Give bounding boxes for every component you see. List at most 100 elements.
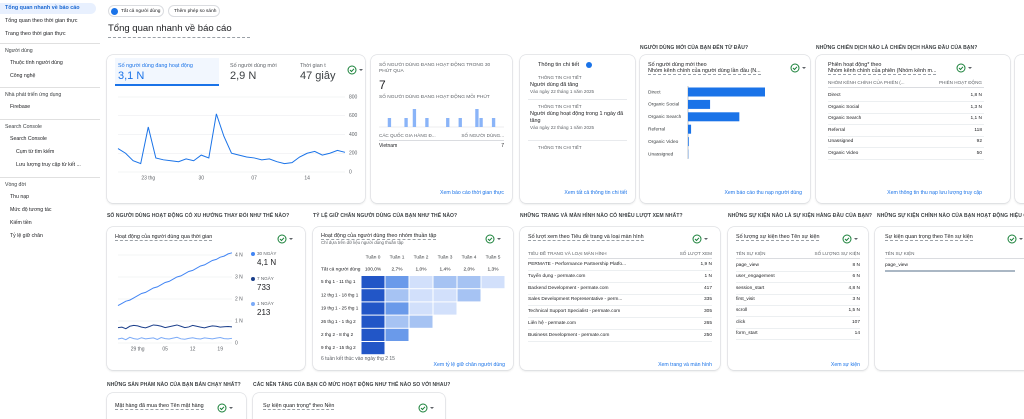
card-link[interactable]: Xem báo cáo thu nạp người dùng xyxy=(724,190,802,196)
legend-value: 4,1 N xyxy=(257,258,276,267)
nav-section[interactable]: Vòng đời xyxy=(5,182,26,188)
nav-item[interactable]: Mức độ tương tác xyxy=(10,207,52,213)
table-cell: 2,7% xyxy=(392,266,404,272)
nav-item[interactable]: Search Console xyxy=(10,136,47,142)
insights-badge xyxy=(586,62,592,68)
cohort-cell xyxy=(361,302,385,315)
status-icon xyxy=(842,234,852,244)
column-header: TÊN SỰ KIỆN xyxy=(885,251,915,256)
nav-item[interactable]: Trang theo thời gian thực xyxy=(5,31,66,37)
divider xyxy=(528,305,712,307)
cohort-cell xyxy=(457,289,481,302)
insight-title[interactable]: Người dùng đã tăng xyxy=(530,82,579,88)
table-cell: 4,8 N xyxy=(848,285,860,291)
nav-item[interactable]: Thu nạp xyxy=(10,194,30,200)
table-cell: Unassigned xyxy=(828,139,854,145)
column-header: SỐ LƯỢNG SỰ KIỆN xyxy=(814,251,860,256)
y-tick-label: 3 N xyxy=(235,274,243,280)
table-cell: 335 xyxy=(703,297,712,303)
nav-item[interactable]: Lưu lượng truy cập từ kết ... xyxy=(16,162,81,168)
nav-item[interactable]: Firebase xyxy=(10,104,31,110)
legend-value: 213 xyxy=(257,308,271,317)
status-check xyxy=(694,237,700,242)
table-cell: Sales Development Representative - perm.… xyxy=(528,297,623,303)
table-cell: Backend Development - permate.com xyxy=(528,285,609,291)
divider xyxy=(528,329,712,330)
divider xyxy=(736,271,860,272)
bar xyxy=(425,118,429,127)
card-link[interactable]: Xem sự kiện xyxy=(830,362,860,368)
nav-item[interactable]: Thuộc tính người dùng xyxy=(10,60,63,66)
chart: Direct Organic Social Organic Search Referr… xyxy=(648,86,765,159)
card-link[interactable]: Xem trang và màn hình xyxy=(658,362,712,368)
sidebar: Tổng quan nhanh về báo cáo Tổng quan theo… xyxy=(0,0,100,419)
nav-divider xyxy=(0,87,100,88)
table-cell: session_start xyxy=(736,285,765,291)
divider xyxy=(528,281,712,283)
divider xyxy=(736,282,860,284)
insight-label: THÔNG TIN CHI TIẾT xyxy=(538,104,582,109)
card-title: Số người dùng mới theo xyxy=(648,62,707,68)
section-heading: NHỮNG TRANG VÀ MÀN HÌNH NÀO CÓ NHIỀU LƯỢ… xyxy=(520,213,683,219)
nav-section[interactable]: Search Console xyxy=(5,124,42,130)
events-card: Số lượng sự kiện theo Tên sự kiện TÊN SỰ … xyxy=(728,227,868,370)
dropdown-arrow xyxy=(802,67,806,69)
segment-icon xyxy=(111,8,118,15)
column-header: SỐ LƯỢT XEM xyxy=(679,251,712,256)
section-heading: CÁC NỀN TẢNG CỦA BẠN CÓ MỨC HOẠT ĐỘNG NH… xyxy=(253,382,451,388)
nav-item[interactable]: Tổng quan nhanh về báo cáo xyxy=(0,3,96,14)
divider xyxy=(828,87,984,88)
column-header: TÊN SỰ KIỆN xyxy=(736,251,766,256)
card-title: Số lượng sự kiện theo Tên sự kiện xyxy=(736,234,820,241)
chart xyxy=(379,109,504,128)
nav-item[interactable]: Tỷ lệ giữ chân xyxy=(10,233,43,239)
nav-section[interactable]: Người dùng xyxy=(5,48,33,54)
cohort-cell xyxy=(361,328,385,341)
card-link[interactable]: Xem báo cáo thời gian thực xyxy=(440,190,504,196)
y-tick-label: 400 xyxy=(349,132,358,138)
section-heading: NHỮNG CHIẾN DỊCH NÀO LÀ CHIẾN DỊCH HÀNG … xyxy=(816,45,978,51)
column-header: Tuần 1 xyxy=(390,254,405,260)
nav-item[interactable]: Tổng quan theo thời gian thực xyxy=(5,18,78,24)
nav-item[interactable]: Công nghệ xyxy=(10,73,36,79)
x-tick-label: 12 xyxy=(190,346,196,352)
status-icon xyxy=(217,403,227,413)
table-cell: Business Development - permate.com xyxy=(528,332,610,338)
table-cell: 1,4% xyxy=(440,266,452,272)
segment-label[interactable]: Tất cả người dùng xyxy=(121,9,161,14)
legend-label: 1 NGÀY xyxy=(257,300,274,306)
platforms-card: Sự kiện quan trọng* theo Nền xyxy=(253,393,445,419)
status-icon xyxy=(692,234,702,244)
cohort-cell xyxy=(385,315,409,328)
overview-card: Số người dùng đang hoạt động 3,1 N Số ngườ… xyxy=(107,55,365,203)
table-cell: 92 xyxy=(976,139,982,145)
nav-item[interactable]: Kiếm tiền xyxy=(10,220,32,226)
nav-item[interactable]: Cụm từ tìm kiếm xyxy=(16,149,55,155)
chart xyxy=(277,234,293,244)
compare-label[interactable]: Thêm phép so sánh xyxy=(174,9,217,14)
y-tick-label: 800 xyxy=(349,94,358,100)
divider xyxy=(828,101,984,102)
table-cell: Direct xyxy=(828,93,841,98)
insight-title[interactable]: Người dùng hoạt động trong 1 ngày đã tăn… xyxy=(530,111,624,124)
new-users-card: Số người dùng mới theo Nhóm kênh chính củ… xyxy=(640,55,810,203)
card-title: Số lượt xem theo Tiêu đề trang và loại m… xyxy=(528,234,644,241)
card-link[interactable]: Xem tỷ lệ giữ chân người dùng xyxy=(433,362,505,368)
y-tick-label: 600 xyxy=(349,113,358,119)
cohort-cell xyxy=(409,276,433,289)
nav-section[interactable]: Nhà phát triển ứng dụng xyxy=(5,92,62,98)
row-label: 12 thg 1 - 18 thg 1 xyxy=(321,292,359,297)
metric-tab-bg xyxy=(115,58,219,84)
chart: 0 200 400 600 800 23 thg 30 07 14 xyxy=(117,94,358,181)
table-cell: click xyxy=(736,319,746,325)
card-link[interactable]: Xem thông tin thu nạp lưu lượng truy cập xyxy=(887,190,982,196)
divider xyxy=(828,124,984,126)
realtime-title: SỐ NGƯỜI DÙNG ĐANG HOẠT ĐỘNG TRONG 30 PH… xyxy=(379,63,491,74)
status-icon xyxy=(277,234,287,244)
y-tick-label: 1 N xyxy=(235,318,243,324)
table-cell: 2,0% xyxy=(464,266,476,272)
card-title: Hoạt động của người dùng theo nhóm thuần… xyxy=(321,233,437,240)
card-link[interactable]: Xem tất cả thông tin chi tiết xyxy=(564,190,627,196)
divider xyxy=(528,99,627,100)
